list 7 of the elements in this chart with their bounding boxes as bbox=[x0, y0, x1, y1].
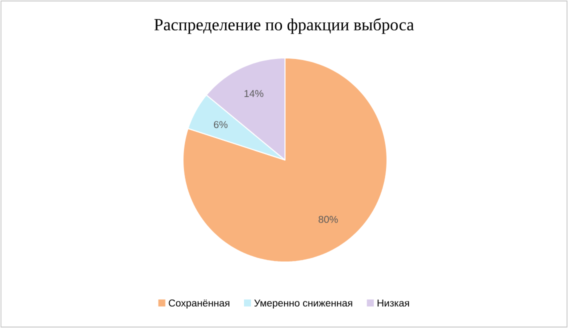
legend-label: Умеренно сниженная bbox=[254, 300, 352, 309]
data-label: 14% bbox=[244, 90, 264, 98]
chart-title: Распределение по фракции выброса bbox=[154, 18, 414, 34]
legend-label: Низкая bbox=[378, 300, 409, 307]
data-label: 80% bbox=[318, 216, 338, 223]
data-label: 6% bbox=[214, 121, 228, 128]
legend-label: Сохранённая bbox=[168, 300, 230, 309]
